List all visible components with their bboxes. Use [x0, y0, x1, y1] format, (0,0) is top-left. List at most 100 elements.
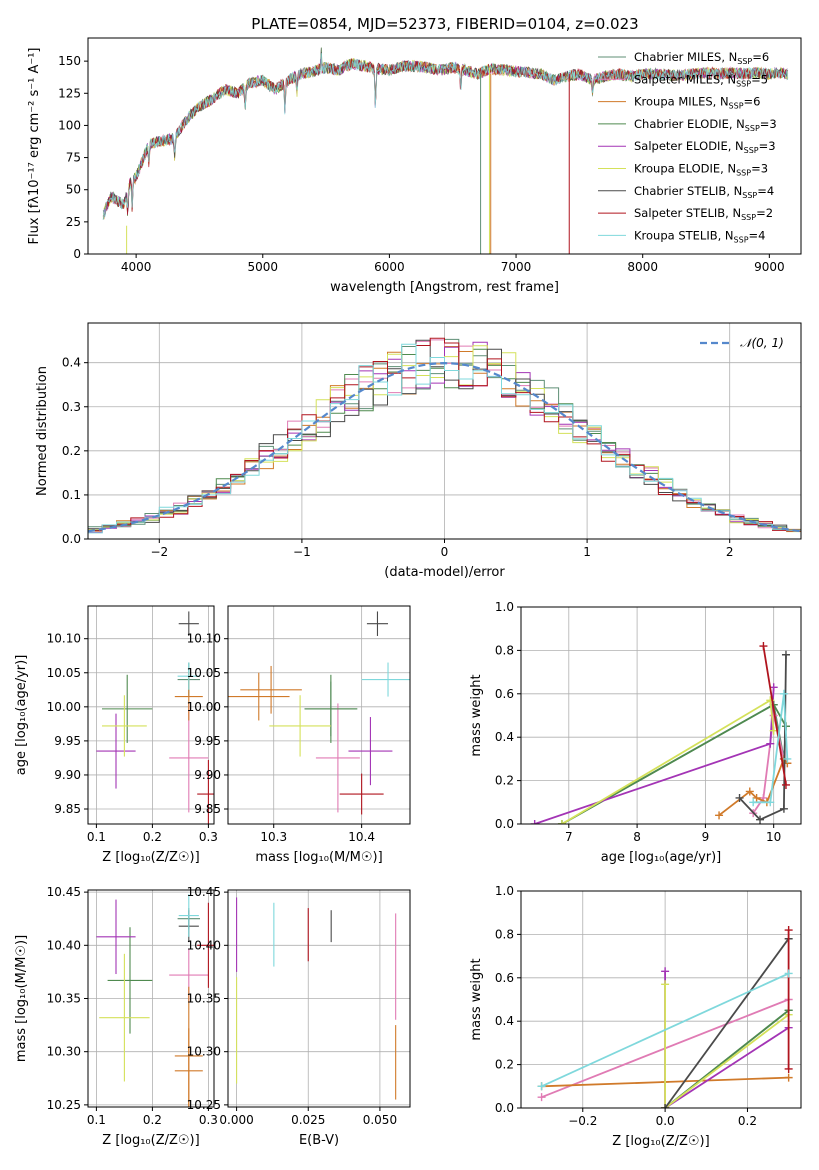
- y-tick-label: 10.00: [187, 700, 221, 714]
- weight-marker: [784, 926, 793, 935]
- x-axis-label: E(B-V): [299, 1133, 339, 1148]
- errorbar-point: [197, 902, 214, 988]
- y-tick-label: 150: [58, 54, 81, 68]
- legend-entry: Kroupa MILES, NSSP=6: [634, 95, 760, 111]
- y-tick-label: 9.95: [54, 734, 81, 748]
- x-tick-label: 0: [441, 545, 449, 559]
- axes-frame: [520, 890, 802, 1109]
- errorbar-point: [366, 611, 389, 636]
- y-axis-label: Normed distribution: [35, 366, 50, 496]
- weight-line: [561, 703, 787, 824]
- y-axis-label: age [log₁₀(age/yr)]: [14, 655, 29, 776]
- weight-line: [664, 971, 790, 1108]
- y-tick-label: 0.4: [495, 1014, 514, 1028]
- errorbar-point: [102, 695, 147, 757]
- weight-line: [753, 693, 789, 804]
- plot-area: [228, 611, 410, 815]
- legend-entry: Salpeter ELODIE, NSSP=3: [634, 139, 776, 155]
- y-tick-label: 10.00: [47, 700, 81, 714]
- plot-area: [96, 611, 214, 824]
- y-tick-label: 0.6: [495, 971, 514, 985]
- x-tick-label: 4000: [121, 260, 152, 274]
- chart-spectrum: 4000 5000 6000 7000 8000 9000 0 25 50 75 100 125 150…: [27, 37, 802, 295]
- x-tick-label: 10.4: [348, 830, 375, 844]
- x-tick-label: 10: [766, 830, 781, 844]
- x-tick-label: 0.0: [656, 1114, 675, 1128]
- y-tick-label: 10.40: [47, 938, 81, 952]
- weight-marker: [537, 1093, 546, 1102]
- x-tick-label: 0.1: [87, 1113, 106, 1127]
- errorbar-point: [178, 611, 199, 636]
- y-tick-label: 100: [58, 118, 81, 132]
- errorbar-point: [240, 665, 302, 714]
- errorbar-point: [315, 703, 360, 813]
- errorbar-point: [96, 713, 136, 789]
- weight-marker: [759, 642, 768, 651]
- y-tick-label: 9.85: [54, 802, 81, 816]
- x-tick-label: 0.025: [291, 1113, 325, 1127]
- legend: Chabrier MILES, NSSP=6 Salpeter MILES, NS…: [598, 50, 777, 244]
- weight-marker: [661, 1104, 670, 1108]
- y-tick-label: 1.0: [495, 600, 514, 614]
- weight-marker: [779, 689, 788, 698]
- errorbar-point: [339, 773, 384, 815]
- y-tick-label: 0.0: [62, 532, 81, 546]
- y-tick-label: 9.90: [194, 768, 221, 782]
- y-tick-label: 10.25: [187, 1098, 221, 1112]
- x-axis-label: wavelength [Angstrom, rest frame]: [330, 280, 559, 295]
- chart-weight_vs_age: 7 8 9 10 0.0 0.2 0.4 0.6 0.8 1.0 age [log₁₀(age/yr…: [469, 600, 802, 865]
- x-axis-label: Z [log₁₀(Z/Z☉)]: [102, 1133, 199, 1148]
- figure-title: PLATE=0854, MJD=52373, FIBERID=0104, z=0…: [251, 15, 638, 33]
- weight-marker: [661, 980, 670, 989]
- weight-marker: [735, 793, 744, 802]
- errorbar-point: [174, 986, 203, 1107]
- legend-entry: Salpeter MILES, NSSP=5: [634, 72, 768, 88]
- y-tick-label: 25: [66, 215, 81, 229]
- x-axis-label: Z [log₁₀(Z/Z☉)]: [102, 850, 199, 865]
- errorbar-point: [96, 899, 136, 975]
- y-axis-label: Flux [fλ10⁻¹⁷ erg cm⁻² s⁻¹ A⁻¹]: [27, 48, 42, 245]
- legend-entry: Chabrier MILES, NSSP=6: [634, 50, 769, 66]
- weight-marker: [756, 815, 765, 824]
- weight-marker: [783, 754, 792, 763]
- axes-frame: [227, 605, 411, 825]
- legend-entry: Salpeter STELIB, NSSP=2: [634, 206, 773, 222]
- weight-marker: [784, 1073, 793, 1082]
- y-tick-label: 10.10: [187, 632, 221, 646]
- x-tick-label: 0.2: [143, 830, 162, 844]
- errorbar-point: [361, 662, 410, 697]
- x-tick-label: 0.1: [87, 830, 106, 844]
- x-tick-label: 9: [702, 830, 710, 844]
- weight-marker: [781, 780, 790, 789]
- errorbar-point: [348, 717, 393, 786]
- y-tick-label: 0: [73, 247, 81, 261]
- weight-marker: [784, 969, 793, 978]
- weight-marker: [715, 811, 724, 820]
- weight-line: [718, 757, 789, 817]
- x-axis-label: age [log₁₀(age/yr)]: [601, 850, 722, 865]
- x-tick-label: 0.3: [199, 830, 218, 844]
- axes-frame: [87, 605, 215, 825]
- weight-line: [664, 984, 790, 1108]
- x-tick-label: 0.3: [199, 1113, 218, 1127]
- errorbar-point: [177, 662, 200, 690]
- axes-frame: [520, 606, 802, 825]
- chart-weight_vs_Z: −0.2 0.0 0.2 0.0 0.2 0.4 0.6 0.8 1.0 Z [log₁₀(Z/Z…: [469, 884, 802, 1149]
- x-axis-label: Z [log₁₀(Z/Z☉)]: [612, 1134, 709, 1149]
- spectrum-line: [102, 53, 789, 220]
- chart-mass_vs_EBV: 0.000 0.025 0.050 10.25 10.30 10.35 10.40 10.45…: [187, 885, 411, 1148]
- weight-marker: [530, 820, 539, 824]
- weight-marker: [749, 798, 758, 807]
- y-tick-label: 0.2: [495, 774, 514, 788]
- y-tick-label: 0.0: [495, 1101, 514, 1115]
- x-tick-label: 10.3: [260, 830, 287, 844]
- y-tick-label: 0.8: [495, 927, 514, 941]
- axes-frame: [87, 37, 802, 255]
- x-tick-label: 0.2: [738, 1114, 757, 1128]
- y-tick-label: 0.1: [62, 488, 81, 502]
- y-axis-label: mass [log₁₀(M/M☉)]: [14, 935, 29, 1062]
- weight-marker: [784, 1064, 793, 1073]
- weight-marker: [752, 793, 761, 802]
